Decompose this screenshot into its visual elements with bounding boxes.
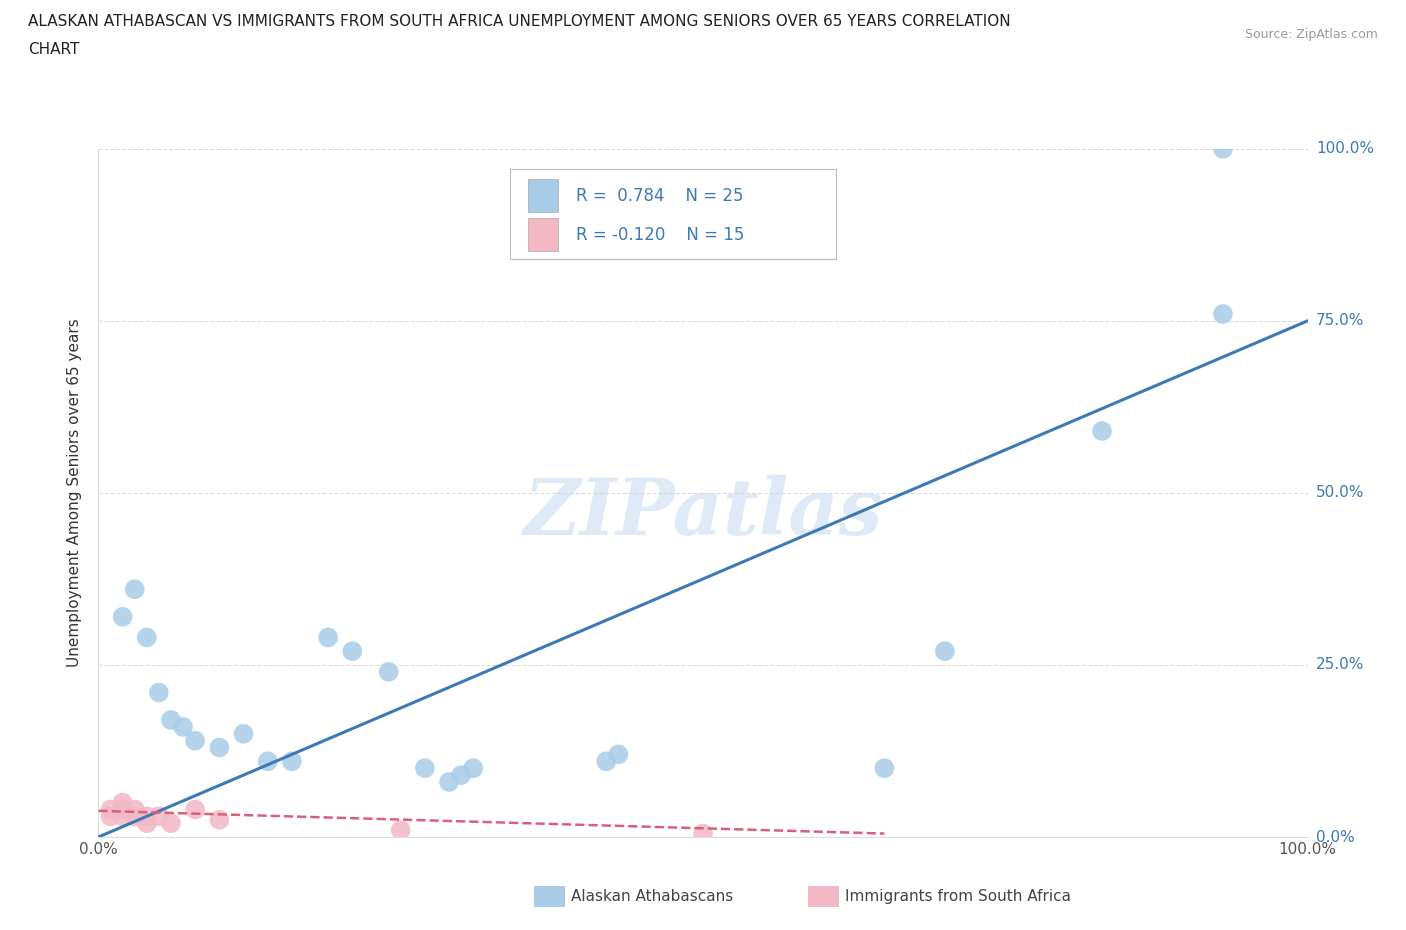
Text: 100.0%: 100.0% bbox=[1316, 141, 1374, 156]
Text: 0.0%: 0.0% bbox=[1316, 830, 1354, 844]
Point bbox=[100, 802, 122, 817]
Point bbox=[111, 795, 134, 810]
Point bbox=[208, 813, 231, 828]
Point bbox=[148, 685, 170, 700]
Point bbox=[100, 809, 122, 824]
Point bbox=[692, 826, 714, 841]
Text: R =  0.784    N = 25: R = 0.784 N = 25 bbox=[576, 187, 744, 205]
Point bbox=[135, 630, 157, 644]
Text: Immigrants from South Africa: Immigrants from South Africa bbox=[845, 889, 1071, 904]
Point bbox=[135, 816, 157, 830]
Point bbox=[413, 761, 436, 776]
Text: ALASKAN ATHABASCAN VS IMMIGRANTS FROM SOUTH AFRICA UNEMPLOYMENT AMONG SENIORS OV: ALASKAN ATHABASCAN VS IMMIGRANTS FROM SO… bbox=[28, 14, 1011, 29]
Point bbox=[1212, 307, 1234, 322]
Point bbox=[934, 644, 956, 658]
Point bbox=[595, 754, 617, 769]
Text: R = -0.120    N = 15: R = -0.120 N = 15 bbox=[576, 226, 744, 244]
Bar bbox=[527, 179, 558, 212]
Point bbox=[437, 775, 460, 790]
FancyBboxPatch shape bbox=[509, 169, 837, 259]
Point bbox=[389, 823, 412, 838]
Text: ZIPatlas: ZIPatlas bbox=[523, 475, 883, 551]
Point bbox=[124, 582, 146, 597]
Point bbox=[184, 733, 207, 748]
Point bbox=[172, 720, 194, 735]
Point bbox=[111, 809, 134, 824]
Text: 25.0%: 25.0% bbox=[1316, 658, 1364, 672]
Point bbox=[124, 809, 146, 824]
Text: CHART: CHART bbox=[28, 42, 80, 57]
Text: Source: ZipAtlas.com: Source: ZipAtlas.com bbox=[1244, 28, 1378, 41]
Point bbox=[111, 609, 134, 624]
Bar bbox=[527, 219, 558, 251]
Point bbox=[160, 712, 183, 727]
Point bbox=[377, 664, 399, 679]
Point bbox=[873, 761, 896, 776]
Point bbox=[342, 644, 364, 658]
Point bbox=[184, 802, 207, 817]
Point bbox=[111, 802, 134, 817]
Point bbox=[607, 747, 630, 762]
Point bbox=[1091, 423, 1114, 438]
Point bbox=[256, 754, 278, 769]
Point bbox=[281, 754, 304, 769]
Point bbox=[124, 802, 146, 817]
Point bbox=[463, 761, 485, 776]
Point bbox=[232, 726, 254, 741]
Point bbox=[1212, 141, 1234, 156]
Point bbox=[450, 767, 472, 782]
Y-axis label: Unemployment Among Seniors over 65 years: Unemployment Among Seniors over 65 years bbox=[67, 319, 83, 668]
Point bbox=[316, 630, 339, 644]
Point bbox=[208, 740, 231, 755]
Text: Alaskan Athabascans: Alaskan Athabascans bbox=[571, 889, 733, 904]
Point bbox=[135, 809, 157, 824]
Text: 50.0%: 50.0% bbox=[1316, 485, 1364, 500]
Point bbox=[148, 809, 170, 824]
Text: 75.0%: 75.0% bbox=[1316, 313, 1364, 328]
Point bbox=[160, 816, 183, 830]
